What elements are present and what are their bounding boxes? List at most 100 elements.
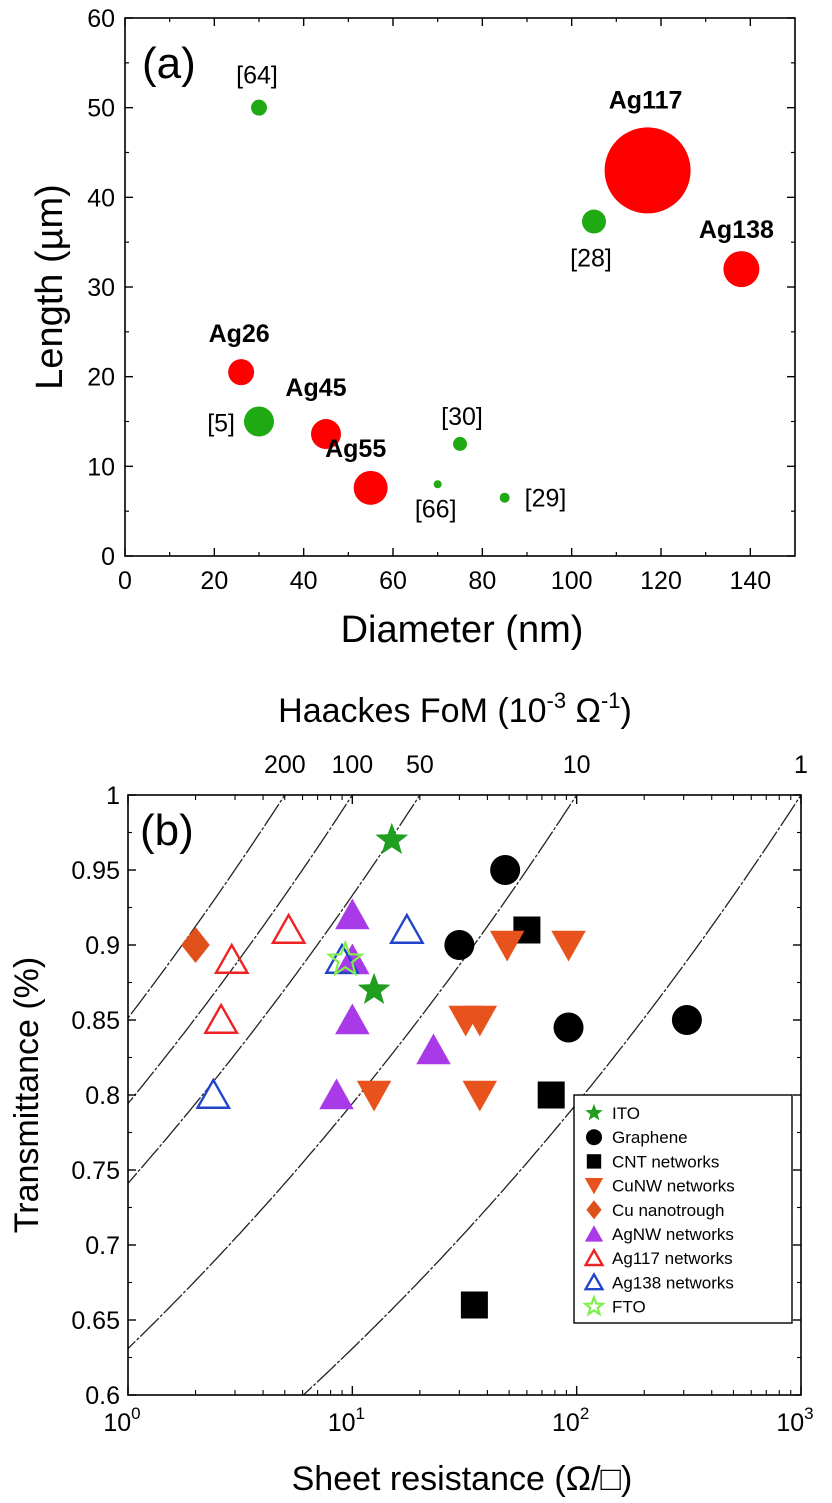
a-y-tick-label: 20 <box>87 364 115 392</box>
panel-b-y-axis-title: Transmittance (%) <box>8 957 46 1233</box>
a-point-label: Ag55 <box>325 435 386 463</box>
b-point-ito <box>357 972 391 1004</box>
b-point-cnt <box>460 1291 488 1319</box>
b-x-tick-label: 101 <box>328 1404 365 1437</box>
b-y-tick-label: 0.9 <box>85 932 120 960</box>
panel-a-point-labels: Ag26 Ag45 Ag55 Ag117 Ag138 [64] [28] [5] [30] [66… <box>207 62 774 524</box>
a-x-tick-label: 0 <box>118 567 132 595</box>
legend-marker-ito <box>585 1103 603 1121</box>
b-point-cunw <box>551 930 586 962</box>
b-y-tick-label: 0.95 <box>71 857 120 885</box>
a-y-tick-label: 30 <box>87 274 115 302</box>
legend-label-agnw: AgNW networks <box>612 1225 734 1244</box>
panel-a-frame <box>124 17 796 557</box>
legend-marker-fto <box>582 1294 606 1317</box>
b-y-tick-label: 0.65 <box>71 1307 120 1335</box>
a-point-ref5ref <box>244 406 274 437</box>
a-y-tick-label: 50 <box>87 95 115 123</box>
legend-label-cu_nanotrough: Cu nanotrough <box>612 1201 724 1220</box>
a-point-ref30ref <box>453 436 467 451</box>
a-point-Ag117 <box>604 127 691 214</box>
fom-curve-1 <box>302 795 801 1395</box>
panel-a-label: (a) <box>142 39 196 88</box>
panel-b-x-axis-title: Sheet resistance (Ω/□) <box>292 1460 633 1498</box>
a-point-label: [64] <box>236 62 278 90</box>
b-x-tick-label: 103 <box>776 1404 813 1437</box>
b-point-cunw <box>462 1005 498 1037</box>
panel-b-fom-curves <box>128 795 801 1395</box>
a-point-ref28ref <box>582 209 606 234</box>
b-point-ag138 <box>389 912 425 944</box>
b-point-ag138 <box>195 1077 232 1109</box>
a-x-tick-label: 140 <box>729 567 771 595</box>
b-point-graphene <box>490 855 521 885</box>
a-point-Ag26 <box>228 359 255 386</box>
b-point-graphene <box>444 930 475 960</box>
legend-label-ag138: Ag138 networks <box>612 1273 734 1292</box>
a-point-label: [28] <box>570 245 612 273</box>
a-point-ref29ref <box>499 492 510 503</box>
panel-a-ticks: 0 20 40 60 80 100 120 140 0 10 20 30 40 50 60 <box>87 5 795 595</box>
b-point-graphene <box>671 1005 702 1035</box>
legend-label-cnt: CNT networks <box>612 1152 719 1171</box>
legend-label-cunw: CuNW networks <box>612 1177 735 1196</box>
b-point-ag117 <box>213 942 250 974</box>
fom-label-50: 50 <box>406 751 434 779</box>
a-point-Ag55 <box>353 470 388 505</box>
b-point-fto <box>325 939 365 977</box>
a-x-tick-label: 120 <box>640 567 682 595</box>
a-x-tick-label: 60 <box>379 567 407 595</box>
legend-label-graphene: Graphene <box>612 1128 688 1147</box>
legend-marker-graphene <box>586 1129 602 1146</box>
panel-a-x-axis-title: Diameter (nm) <box>341 609 584 651</box>
fom-label-1: 1 <box>794 751 808 779</box>
legend-marker-ag117 <box>583 1247 605 1267</box>
legend-label-ag117: Ag117 networks <box>612 1249 733 1268</box>
b-y-tick-label: 0.85 <box>71 1007 120 1035</box>
a-point-label: Ag138 <box>699 216 774 244</box>
panel-b-ticks: 100 101 102 103 0.6 0.65 0.7 0.75 0.8 0.85 0.9 0.95… <box>71 782 813 1437</box>
b-point-cnt <box>537 1081 565 1109</box>
b-point-ito <box>375 822 409 854</box>
legend-marker-cnt <box>586 1154 602 1169</box>
a-point-Ag45 <box>311 419 341 450</box>
b-point-ag117 <box>203 1002 239 1034</box>
fom-curve-10 <box>128 795 578 1350</box>
a-y-tick-label: 60 <box>87 5 115 33</box>
legend-label-fto: FTO <box>612 1298 646 1317</box>
fom-label-100: 100 <box>331 751 373 779</box>
b-y-tick-label: 0.75 <box>71 1157 120 1185</box>
b-point-agnw <box>335 898 370 930</box>
a-point-label: [5] <box>207 410 235 438</box>
panel-b-top-axis-title: Haackes FoM (10-3 Ω-1) <box>278 688 632 730</box>
a-x-tick-label: 80 <box>468 567 496 595</box>
legend-label-ito: ITO <box>612 1104 640 1123</box>
panel-b-points <box>181 822 702 1319</box>
fom-label-10: 10 <box>563 751 591 779</box>
a-point-label: Ag117 <box>609 86 683 114</box>
a-point-label: [66] <box>415 495 457 523</box>
fom-curve-200 <box>128 795 286 1020</box>
b-x-tick-label: 102 <box>552 1404 589 1437</box>
b-y-tick-label: 1 <box>106 782 120 810</box>
b-point-cunw <box>462 1080 498 1112</box>
b-point-cunw <box>489 930 525 962</box>
a-y-tick-label: 40 <box>87 184 115 212</box>
fom-label-200: 200 <box>264 751 306 779</box>
panel-a-points <box>228 99 760 505</box>
b-point-ag117 <box>270 912 307 944</box>
a-point-label: [29] <box>525 485 567 513</box>
panel-b-label: (b) <box>140 806 194 855</box>
legend-frame <box>573 1094 793 1324</box>
b-point-agnw <box>416 1033 451 1065</box>
a-y-tick-label: 0 <box>101 543 115 571</box>
fom-curve-100 <box>128 795 353 1105</box>
b-x-tick-label: 100 <box>103 1404 140 1437</box>
legend-marker-ag138 <box>583 1271 605 1291</box>
fom-curve-50 <box>128 795 421 1185</box>
a-x-tick-label: 40 <box>290 567 318 595</box>
b-y-tick-label: 0.6 <box>85 1382 120 1410</box>
b-y-tick-label: 0.8 <box>85 1082 120 1110</box>
a-point-ref64ref <box>251 99 267 116</box>
a-x-tick-label: 100 <box>551 567 593 595</box>
